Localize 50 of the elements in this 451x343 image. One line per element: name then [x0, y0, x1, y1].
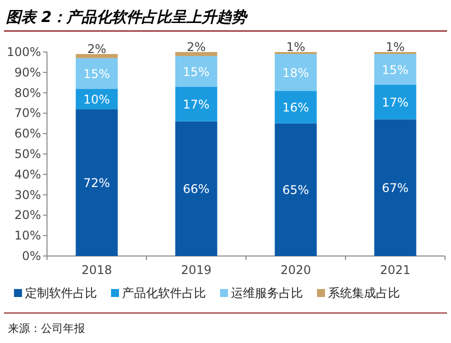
bar — [374, 84, 416, 120]
data-label: 2% — [186, 40, 206, 54]
legend-label: 系统集成占比 — [328, 286, 400, 300]
data-label: 15% — [382, 62, 409, 77]
data-label: 15% — [83, 66, 110, 81]
legend-label: 产品化软件占比 — [122, 286, 206, 300]
y-tick-label: 100% — [6, 45, 41, 59]
data-label: 17% — [182, 98, 210, 112]
data-label: 18% — [282, 66, 310, 80]
data-label: 67% — [382, 181, 409, 196]
x-tick-label: 2018 — [81, 263, 112, 277]
data-label: 15% — [182, 64, 210, 79]
bar — [175, 121, 218, 256]
x-tick-label: 2021 — [380, 263, 411, 277]
source-note: 来源：公司年报 — [8, 322, 85, 335]
bar — [76, 109, 118, 256]
y-tick-label: 70% — [14, 106, 41, 120]
bar — [175, 52, 218, 56]
data-label: 2% — [87, 42, 106, 56]
data-label: 10% — [83, 92, 110, 106]
chart-title: 图表 2：产品化软件占比呈上升趋势 — [6, 8, 249, 26]
bar — [274, 54, 317, 91]
y-tick-label: 20% — [14, 208, 41, 222]
y-tick-label: 0% — [22, 249, 41, 263]
y-tick-label: 50% — [14, 147, 41, 161]
y-tick-label: 90% — [14, 65, 41, 80]
bar — [175, 56, 218, 87]
y-tick-label: 60% — [14, 126, 41, 141]
bar — [175, 86, 218, 122]
bar — [274, 90, 317, 124]
bar — [274, 123, 317, 256]
bar — [76, 54, 118, 58]
data-label: 65% — [282, 183, 310, 198]
y-tick-label: 10% — [14, 228, 41, 243]
x-tick-label: 2019 — [180, 263, 212, 277]
data-label: 1% — [386, 40, 405, 54]
bar — [374, 54, 416, 85]
data-label: 17% — [382, 95, 409, 110]
legend-label: 运维服务占比 — [231, 286, 303, 300]
bar — [76, 58, 118, 89]
y-tick-label: 30% — [14, 188, 41, 202]
data-label: 72% — [83, 176, 110, 190]
legend-label: 定制软件占比 — [25, 286, 97, 300]
data-label: 66% — [182, 182, 210, 196]
data-label: 1% — [286, 40, 306, 54]
y-tick-label: 40% — [14, 167, 41, 182]
data-label: 16% — [282, 100, 310, 115]
x-tick-label: 2020 — [280, 263, 312, 277]
bar — [374, 119, 416, 256]
y-tick-label: 80% — [14, 86, 41, 100]
